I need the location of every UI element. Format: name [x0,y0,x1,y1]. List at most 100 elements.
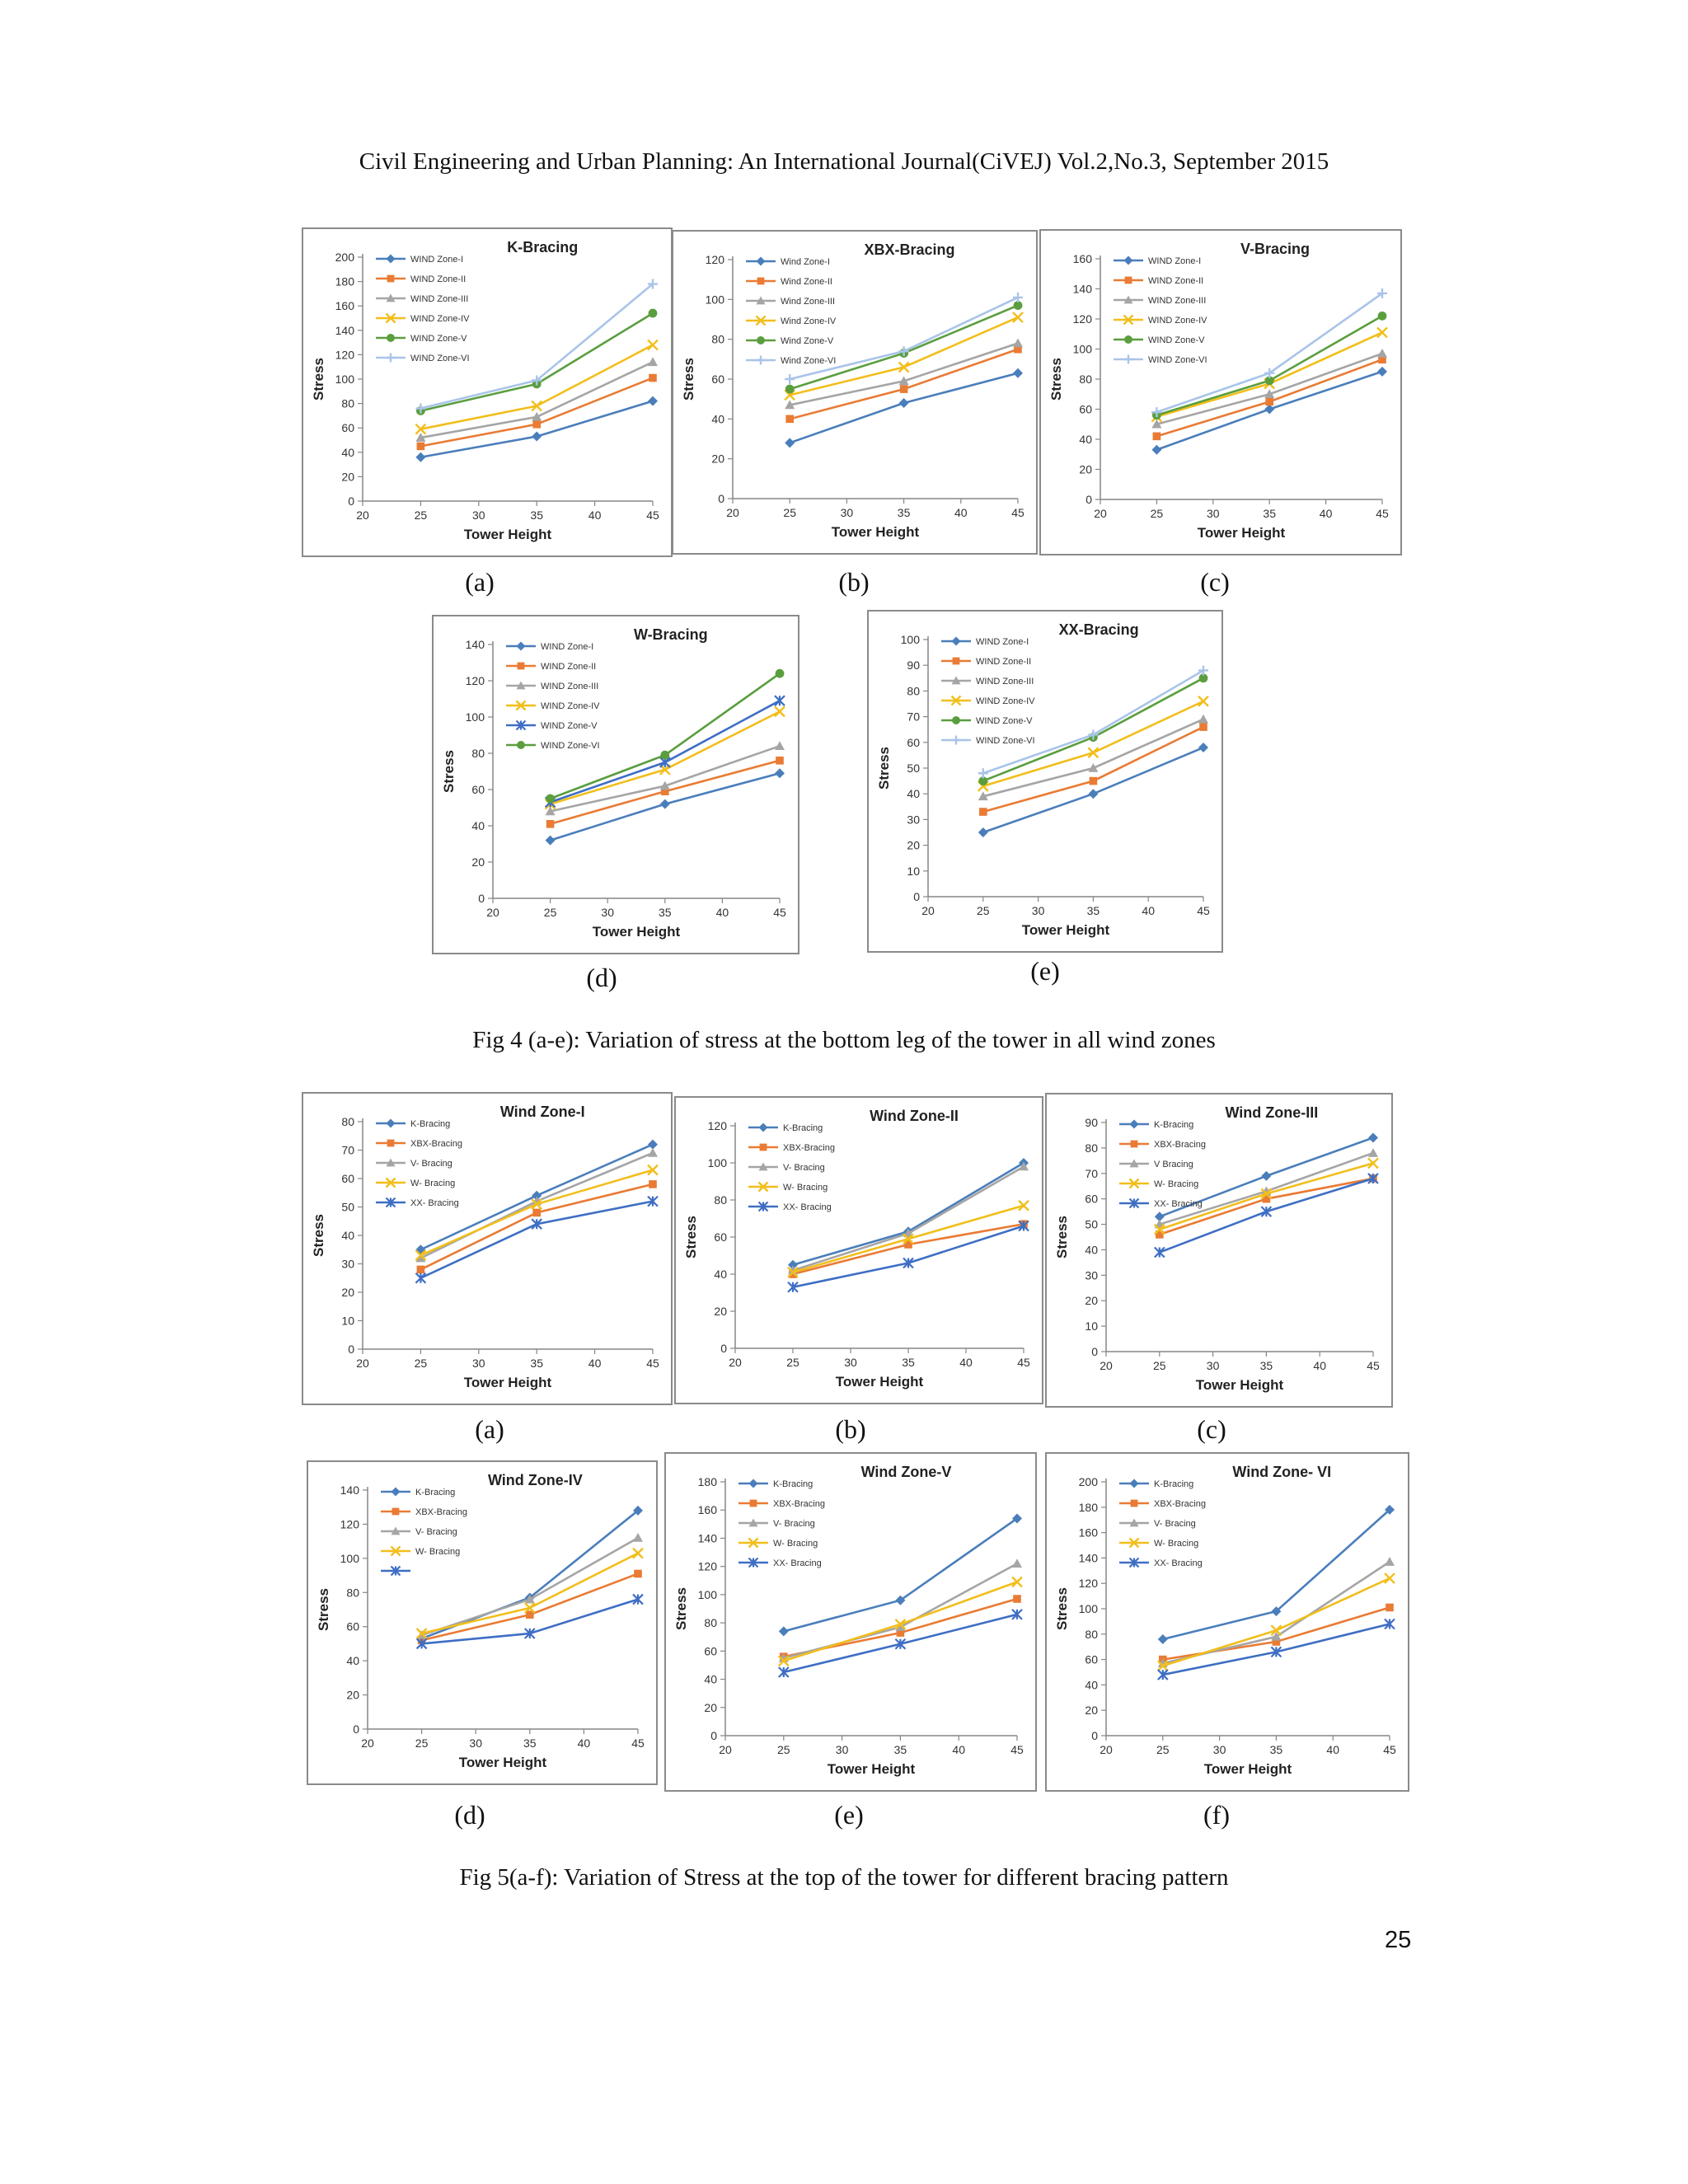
y-tick-label: 20 [907,839,920,852]
chart-title: Wind Zone-II [870,1108,959,1124]
legend-label: V Bracing [1154,1160,1193,1169]
x-tick-label: 35 [530,509,543,522]
chart-svg-5c: 0 10 20 30 40 50 60 70 80 90 20 25 30 35 40 45 Tower Hei… [1054,1104,1380,1393]
data-point [1088,789,1099,799]
data-point [648,357,658,367]
x-tick-label: 30 [836,1743,849,1756]
y-tick-label: 0 [710,1729,717,1742]
series-1 [979,723,1207,816]
x-tick-label: 20 [361,1736,374,1750]
legend-label: WIND Zone-II [410,274,466,284]
x-tick-label: 45 [1197,904,1210,917]
y-axis-title: Stress [441,750,457,793]
legend-marker [1123,295,1133,304]
data-point [532,419,541,429]
chart-svg-4e: 0 10 20 30 40 50 60 70 80 90 100 20 25 30 35 40 45 Tower … [876,621,1210,938]
legend-marker [387,1139,395,1147]
y-tick-label: 80 [704,1616,717,1629]
legend-label: WIND Zone-I [541,642,593,652]
series-4 [787,1220,1029,1293]
data-point [415,1249,427,1261]
y-tick-label: 40 [714,1268,727,1281]
legend-marker [749,1499,757,1507]
legend-label: XBX-Bracing [410,1139,462,1149]
legend-marker [950,695,962,706]
legend-marker [758,1122,768,1132]
legend-marker [951,636,961,646]
data-point [1385,1504,1395,1515]
legend: K-Bracing XBX-Bracing V Bracing W- Bracing X… [1119,1119,1206,1209]
y-axis-title: Stress [683,1216,699,1258]
legend-label: W- Bracing [1154,1539,1198,1549]
data-point [895,1622,906,1632]
data-point [1014,344,1022,354]
legend-marker [517,662,525,670]
sublabel-fig4d: (d) [586,963,617,992]
y-tick-label: 80 [1085,1628,1098,1641]
y-tick-label: 80 [1085,1141,1098,1155]
data-point [1087,747,1100,759]
legend-marker [515,719,527,731]
legend-marker [1129,1518,1139,1527]
data-point [531,1198,543,1210]
x-tick-label: 35 [1263,507,1276,520]
data-point [978,791,988,801]
legend: WIND Zone-I WIND Zone-II WIND Zone-III WIND… [376,254,470,363]
sublabel-fig4b: (b) [838,567,870,597]
data-point [633,1533,643,1542]
data-point [896,1629,905,1637]
data-point [1198,743,1208,753]
x-tick-label: 35 [894,1743,907,1756]
data-point [1156,1230,1164,1239]
x-tick-label: 40 [959,1356,973,1369]
data-point [415,1272,427,1284]
series-line [783,1517,1018,1633]
y-tick-label: 60 [1079,403,1092,416]
legend-marker [952,657,960,665]
y-tick-label: 80 [346,1586,359,1599]
legend-label: V- Bracing [773,1519,815,1529]
y-tick-label: 0 [353,1722,359,1736]
y-tick-label: 40 [346,1654,359,1667]
data-point [1368,1132,1378,1143]
data-point [778,1666,790,1678]
legend-label: WIND Zone-II [976,657,1031,667]
y-tick-label: 100 [901,633,921,646]
legend-marker [517,741,525,749]
y-tick-label: 40 [711,412,724,425]
y-tick-label: 140 [335,324,355,337]
data-point [415,452,426,462]
data-point [1153,1223,1165,1235]
y-tick-label: 200 [1079,1475,1099,1488]
data-point [415,1628,428,1639]
x-tick-label: 25 [777,1743,790,1756]
y-tick-label: 180 [335,275,355,288]
x-tick-label: 25 [415,509,428,522]
data-point [1260,1206,1273,1217]
series-3 [415,339,659,435]
series-line [420,400,654,458]
x-tick-label: 20 [1100,1359,1113,1372]
chart-title: XX-Bracing [1059,621,1139,638]
y-tick-label: 80 [471,747,485,760]
y-tick-label: 80 [341,397,354,410]
x-tick-label: 35 [902,1356,915,1369]
legend-label: W- Bracing [783,1183,828,1193]
data-point [532,1208,541,1217]
legend-marker [386,353,396,363]
y-axis-title: Stress [681,358,696,401]
data-point [532,1190,542,1201]
x-tick-label: 35 [898,506,911,519]
data-point [785,415,794,424]
sublabel-fig4e: (e) [1030,956,1060,986]
fig5-caption: Fig 5(a-f): Variation of Stress at the t… [459,1864,1229,1891]
data-point [1262,1194,1271,1203]
legend-marker [757,1201,769,1212]
x-tick-label: 45 [1011,506,1025,519]
x-tick-label: 30 [469,1736,482,1750]
x-tick-label: 25 [1151,507,1164,520]
legend-marker [757,1181,769,1193]
x-axis-title: Tower Height [832,524,920,540]
sublabel-fig5e: (e) [834,1800,864,1830]
y-tick-label: 120 [698,1560,718,1573]
